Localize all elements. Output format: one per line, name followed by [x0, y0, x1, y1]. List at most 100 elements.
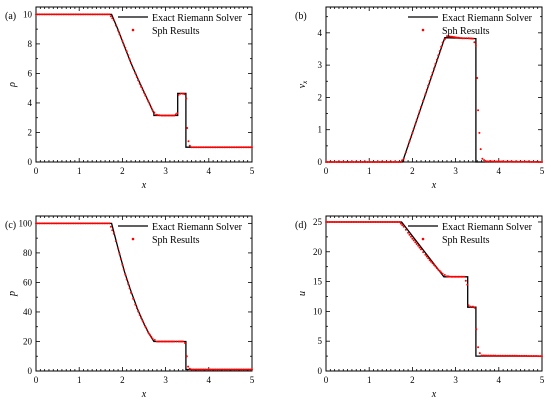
sph-point — [500, 160, 503, 163]
sph-point — [148, 333, 151, 336]
sph-point — [470, 37, 473, 40]
sph-point — [179, 340, 181, 343]
sph-point — [404, 151, 407, 154]
x-tick-label: 1 — [367, 375, 372, 385]
sph-point — [397, 161, 400, 163]
sph-point — [431, 262, 434, 265]
sph-point — [484, 160, 487, 163]
sph-point — [523, 354, 526, 357]
sph-point — [435, 267, 438, 270]
sph-point — [391, 221, 394, 223]
sph-point — [47, 13, 49, 16]
sph-point — [155, 113, 158, 116]
sph-point — [476, 77, 479, 79]
sph-point — [401, 159, 403, 162]
sph-point — [157, 340, 160, 343]
sph-point — [418, 110, 421, 113]
sph-point — [81, 222, 84, 225]
sph-point — [170, 114, 173, 117]
sph-point — [410, 235, 412, 238]
sph-point — [492, 354, 495, 357]
sph-point — [362, 221, 365, 223]
sph-point — [427, 257, 430, 260]
sph-point — [156, 114, 159, 116]
sph-point — [153, 111, 156, 114]
y-tick-label: 4 — [28, 98, 33, 108]
sph-point — [221, 368, 224, 371]
sph-point — [147, 331, 150, 334]
sph-point — [105, 13, 107, 16]
sph-point — [94, 222, 97, 225]
sph-point — [251, 368, 253, 371]
sph-point — [373, 161, 376, 163]
sph-point — [70, 222, 73, 225]
sph-point — [471, 37, 474, 40]
sph-point — [134, 72, 137, 75]
sph-point — [153, 339, 156, 341]
sph-point — [408, 233, 411, 236]
sph-point — [120, 258, 122, 261]
sph-point — [333, 221, 336, 223]
sph-point — [331, 221, 334, 223]
sph-point — [204, 146, 207, 149]
sph-point — [247, 146, 250, 149]
sph-point — [101, 222, 104, 225]
sph-point — [143, 322, 145, 325]
panel-c: 0 1 2 3 4 5 0 20 40 60 80 100 x p (c) Exact Riemann Sol… — [5, 215, 255, 400]
sph-point — [41, 222, 44, 225]
sph-point — [114, 240, 117, 243]
sph-point — [200, 146, 203, 149]
sph-point — [195, 368, 198, 371]
sph-point — [383, 221, 386, 223]
sph-point — [60, 222, 63, 225]
sph-point — [464, 279, 467, 282]
sph-point — [399, 222, 402, 225]
sph-point — [427, 84, 430, 87]
sph-point — [84, 222, 87, 225]
sph-point — [407, 231, 410, 234]
sph-point — [399, 161, 402, 163]
sph-point — [396, 221, 399, 223]
sph-point — [369, 221, 372, 223]
sph-point — [47, 222, 49, 225]
sph-point — [57, 13, 60, 16]
sph-point — [451, 275, 454, 278]
sph-point — [441, 41, 444, 44]
plot-frame — [325, 215, 543, 372]
sph-point — [411, 237, 414, 240]
sph-point — [371, 161, 374, 163]
sph-point — [506, 354, 509, 357]
sph-point — [70, 13, 73, 16]
exact-riemann-line — [36, 13, 252, 148]
sph-point — [65, 222, 68, 225]
sph-point — [417, 114, 420, 117]
sph-point — [374, 221, 377, 223]
sph-point — [473, 41, 476, 44]
sph-point — [463, 275, 466, 278]
sph-point — [375, 161, 378, 163]
sph-point — [166, 114, 168, 117]
sph-point — [328, 221, 331, 223]
y-axis-label: vx — [297, 80, 309, 88]
sph-point — [509, 354, 512, 357]
sph-point — [402, 157, 405, 160]
sph-point — [407, 144, 410, 147]
sph-point — [145, 328, 148, 331]
sph-point — [326, 161, 329, 163]
sph-point — [458, 275, 461, 278]
sph-point — [355, 221, 358, 223]
sph-point — [124, 46, 127, 49]
sph-point — [140, 85, 143, 88]
sph-point — [226, 368, 229, 371]
sph-point — [395, 161, 398, 163]
x-tick-label: 4 — [497, 166, 502, 176]
sph-point — [539, 161, 542, 163]
sph-point — [342, 161, 345, 163]
sph-point — [43, 13, 46, 16]
sph-point — [382, 161, 384, 163]
sph-point — [170, 340, 173, 343]
y-tick-label: 10 — [313, 306, 323, 316]
sph-point — [168, 340, 171, 343]
sph-point — [343, 221, 346, 223]
